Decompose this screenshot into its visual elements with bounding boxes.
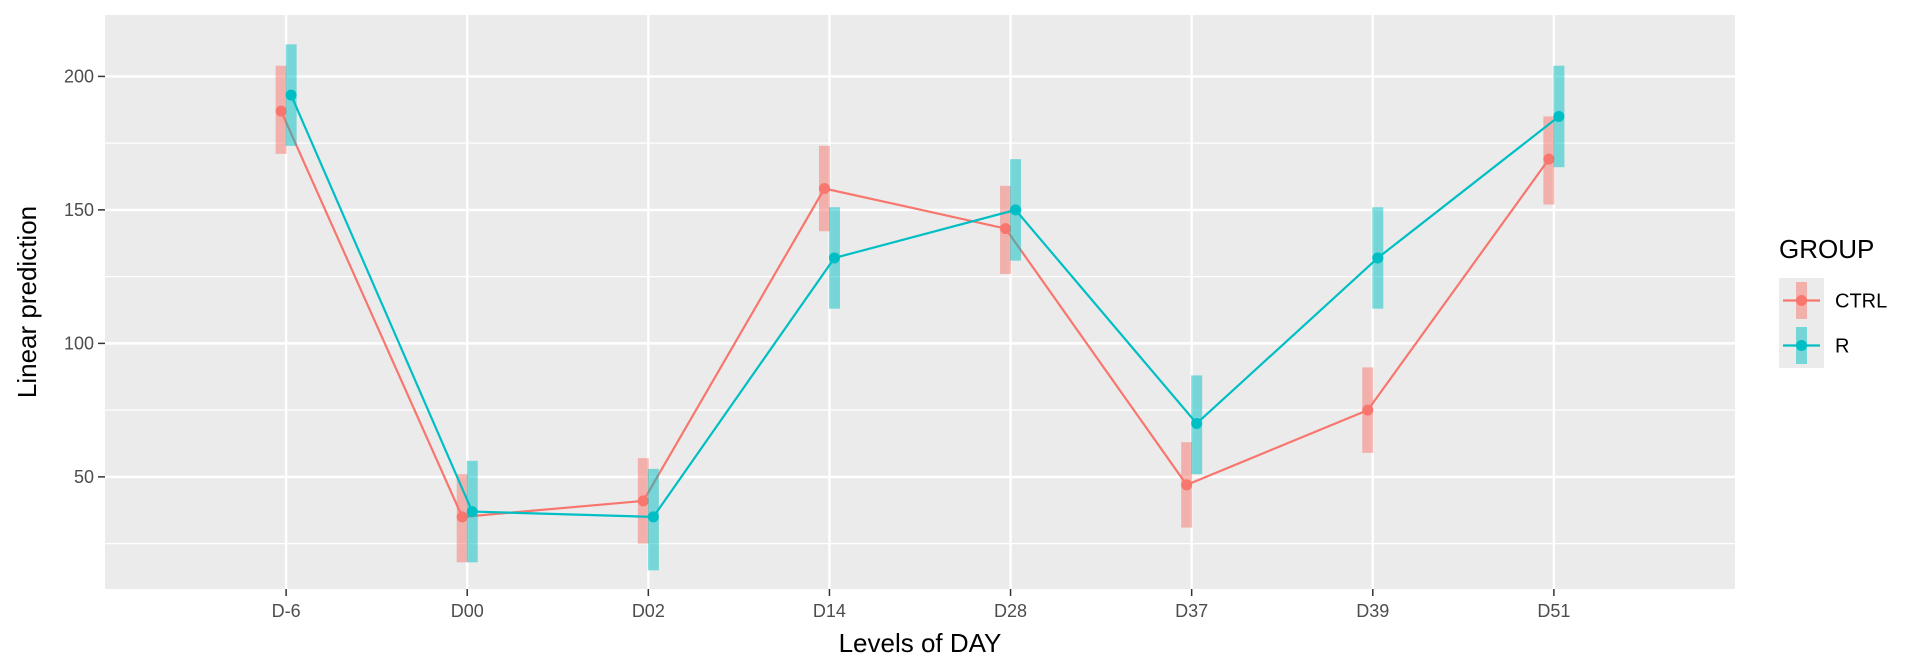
data-point: [1372, 252, 1384, 264]
series-layer: [275, 44, 1565, 571]
data-point: [1191, 417, 1203, 429]
x-tick-label: D14: [813, 601, 846, 621]
x-tick-label: D37: [1175, 601, 1208, 621]
data-point: [828, 252, 840, 264]
y-axis: 50 100 150 200: [64, 66, 105, 487]
y-axis-title: Linear prediction: [12, 206, 42, 398]
series-ctrl: [275, 65, 1555, 563]
data-point: [466, 506, 478, 518]
y-tick-label: 50: [74, 467, 94, 487]
series-line: [280, 110, 1550, 519]
data-point: [1181, 479, 1193, 491]
y-tick-label: 150: [64, 200, 94, 220]
legend-label: CTRL: [1835, 291, 1887, 313]
panel-background: [105, 15, 1735, 589]
legend-item-ctrl: CTRL: [1779, 278, 1887, 323]
data-point: [1010, 204, 1022, 216]
data-point: [1362, 404, 1374, 416]
series-line: [290, 94, 1560, 519]
x-tick-label: D39: [1356, 601, 1389, 621]
data-point: [1000, 223, 1012, 235]
data-point: [637, 495, 649, 507]
data-point: [818, 183, 830, 195]
data-point: [1543, 153, 1555, 165]
data-point: [275, 105, 287, 117]
data-point: [456, 511, 468, 523]
data-point: [647, 511, 659, 523]
x-tick-label: D02: [632, 601, 665, 621]
legend-items: CTRL R: [1779, 278, 1887, 368]
y-tick-label: 200: [64, 66, 94, 86]
legend-item-r: R: [1779, 323, 1849, 368]
legend-title: GROUP: [1779, 234, 1874, 264]
x-tick-label: D28: [994, 601, 1027, 621]
minor-gridlines: [105, 142, 1735, 545]
series-r: [285, 44, 1565, 571]
legend-key-point: [1796, 340, 1807, 351]
legend: GROUP CTRL R: [1779, 234, 1887, 368]
x-tick-label: D-6: [272, 601, 301, 621]
y-tick-label: 100: [64, 333, 94, 353]
data-point: [285, 89, 297, 101]
x-tick-label: D51: [1537, 601, 1570, 621]
x-tick-label: D00: [451, 601, 484, 621]
data-point: [1553, 110, 1565, 122]
legend-key-point: [1796, 295, 1807, 306]
legend-label: R: [1835, 336, 1849, 358]
x-axis: D-6 D00 D02 D14 D28 D37 D39 D51: [272, 589, 1570, 621]
x-axis-title: Levels of DAY: [839, 628, 1002, 658]
